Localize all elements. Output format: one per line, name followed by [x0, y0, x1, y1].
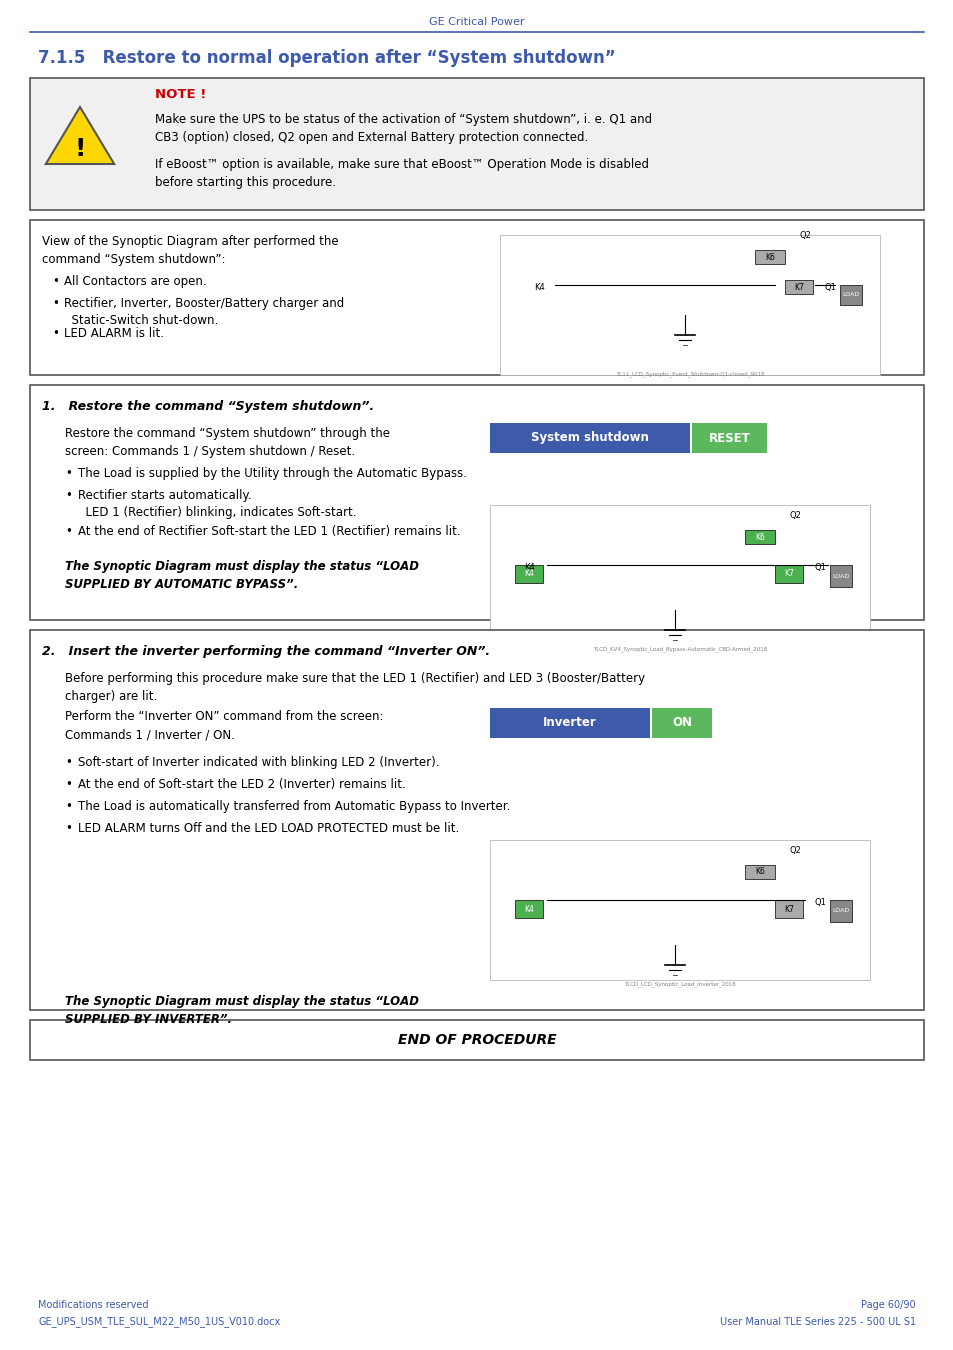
Text: K7: K7	[793, 282, 803, 292]
Text: Soft-start of Inverter indicated with blinking LED 2 (Inverter).: Soft-start of Inverter indicated with bl…	[78, 756, 439, 770]
Text: 2.   Insert the inverter performing the command “Inverter ON”.: 2. Insert the inverter performing the co…	[42, 645, 490, 657]
Text: The Synoptic Diagram must display the status “LOAD
SUPPLIED BY AUTOMATIC BYPASS”: The Synoptic Diagram must display the st…	[65, 560, 418, 591]
Text: •: •	[65, 801, 71, 813]
Text: LED ALARM turns Off and the LED LOAD PROTECTED must be lit.: LED ALARM turns Off and the LED LOAD PRO…	[78, 822, 458, 836]
Text: Restore the command “System shutdown” through the
screen: Commands 1 / System sh: Restore the command “System shutdown” th…	[65, 427, 390, 458]
Text: NOTE !: NOTE !	[154, 88, 206, 100]
Text: K4: K4	[523, 570, 534, 579]
FancyBboxPatch shape	[840, 285, 862, 305]
Text: •: •	[65, 778, 71, 791]
FancyBboxPatch shape	[30, 220, 923, 375]
Text: 1.   Restore the command “System shutdown”.: 1. Restore the command “System shutdown”…	[42, 400, 374, 413]
Text: K6: K6	[754, 868, 764, 876]
Text: User Manual TLE Series 225 - 500 UL S1: User Manual TLE Series 225 - 500 UL S1	[720, 1318, 915, 1327]
Text: All Contactors are open.: All Contactors are open.	[64, 275, 207, 288]
Text: The Synoptic Diagram must display the status “LOAD
SUPPLIED BY INVERTER”.: The Synoptic Diagram must display the st…	[65, 995, 418, 1026]
Text: 7.1.5   Restore to normal operation after “System shutdown”: 7.1.5 Restore to normal operation after …	[38, 49, 615, 68]
FancyBboxPatch shape	[754, 250, 784, 265]
Text: Perform the “Inverter ON” command from the screen:
Commands 1 / Inverter / ON.: Perform the “Inverter ON” command from t…	[65, 710, 383, 741]
Text: System shutdown: System shutdown	[531, 432, 648, 444]
FancyBboxPatch shape	[490, 423, 689, 454]
Text: •: •	[65, 489, 71, 502]
FancyBboxPatch shape	[774, 566, 802, 583]
Text: Q1: Q1	[823, 284, 835, 292]
Text: K7: K7	[783, 904, 793, 914]
Text: GE Critical Power: GE Critical Power	[429, 18, 524, 27]
FancyBboxPatch shape	[515, 566, 542, 583]
Text: •: •	[52, 297, 59, 310]
Text: K7: K7	[783, 570, 793, 579]
Text: Inverter: Inverter	[542, 717, 597, 729]
Text: The Load is automatically transferred from Automatic Bypass to Inverter.: The Load is automatically transferred fr…	[78, 801, 510, 813]
Text: Make sure the UPS to be status of the activation of “System shutdown”, i. e. Q1 : Make sure the UPS to be status of the ac…	[154, 113, 652, 144]
Text: The Load is supplied by the Utility through the Automatic Bypass.: The Load is supplied by the Utility thro…	[78, 467, 467, 481]
Text: Before performing this procedure make sure that the LED 1 (Rectifier) and LED 3 : Before performing this procedure make su…	[65, 672, 644, 703]
Text: Page 60/90: Page 60/90	[861, 1300, 915, 1310]
Text: Rectifier starts automatically.
  LED 1 (Rectifier) blinking, indicates Soft-sta: Rectifier starts automatically. LED 1 (R…	[78, 489, 356, 518]
Text: K4: K4	[524, 563, 535, 572]
Text: LOAD: LOAD	[832, 574, 849, 579]
Polygon shape	[46, 107, 114, 163]
Text: RESET: RESET	[708, 432, 750, 444]
Text: Q2: Q2	[788, 512, 801, 520]
Text: K4: K4	[523, 904, 534, 914]
Text: Q2: Q2	[799, 231, 810, 240]
FancyBboxPatch shape	[829, 900, 851, 922]
Text: Q1: Q1	[813, 898, 825, 907]
FancyBboxPatch shape	[499, 235, 879, 375]
Text: Rectifier, Inverter, Booster/Battery charger and
  Static-Switch shut-down.: Rectifier, Inverter, Booster/Battery cha…	[64, 297, 344, 327]
FancyBboxPatch shape	[490, 505, 869, 645]
FancyBboxPatch shape	[651, 707, 711, 738]
FancyBboxPatch shape	[784, 279, 812, 294]
Text: TLCD_KV4_Synoptic_Load_Bypass-Automatic_CBD-Armed_2018: TLCD_KV4_Synoptic_Load_Bypass-Automatic_…	[593, 647, 766, 652]
Text: •: •	[65, 525, 71, 539]
FancyBboxPatch shape	[515, 900, 542, 918]
FancyBboxPatch shape	[744, 865, 774, 879]
Text: LED ALARM is lit.: LED ALARM is lit.	[64, 327, 164, 340]
Text: K4: K4	[534, 284, 545, 292]
FancyBboxPatch shape	[744, 531, 774, 544]
FancyBboxPatch shape	[30, 630, 923, 1010]
Text: !: !	[74, 136, 86, 161]
Text: LOAD: LOAD	[841, 293, 859, 297]
Text: Modifications reserved: Modifications reserved	[38, 1300, 149, 1310]
FancyBboxPatch shape	[30, 1021, 923, 1060]
Text: ON: ON	[671, 717, 691, 729]
FancyBboxPatch shape	[691, 423, 766, 454]
FancyBboxPatch shape	[30, 78, 923, 211]
FancyBboxPatch shape	[30, 385, 923, 620]
Text: At the end of Soft-start the LED 2 (Inverter) remains lit.: At the end of Soft-start the LED 2 (Inve…	[78, 778, 405, 791]
Text: At the end of Rectifier Soft-start the LED 1 (Rectifier) remains lit.: At the end of Rectifier Soft-start the L…	[78, 525, 460, 539]
Text: •: •	[52, 327, 59, 340]
Text: GE_UPS_USM_TLE_SUL_M22_M50_1US_V010.docx: GE_UPS_USM_TLE_SUL_M22_M50_1US_V010.docx	[38, 1316, 280, 1327]
FancyBboxPatch shape	[829, 566, 851, 587]
Text: Q2: Q2	[788, 846, 801, 855]
Text: END OF PROCEDURE: END OF PROCEDURE	[397, 1033, 556, 1048]
Text: TLCD_LCD_Synoptic_Load_Inverter_2018: TLCD_LCD_Synoptic_Load_Inverter_2018	[623, 981, 735, 987]
FancyBboxPatch shape	[490, 707, 649, 738]
Text: TL11_LCD_Synoptic_Event_Shutdown-Q1-closed_9018: TL11_LCD_Synoptic_Event_Shutdown-Q1-clos…	[615, 371, 763, 377]
FancyBboxPatch shape	[490, 840, 869, 980]
FancyBboxPatch shape	[774, 900, 802, 918]
Text: K6: K6	[754, 532, 764, 541]
Text: If eBoost™ option is available, make sure that eBoost™ Operation Mode is disable: If eBoost™ option is available, make sur…	[154, 158, 648, 189]
Text: LOAD: LOAD	[832, 909, 849, 914]
Text: •: •	[52, 275, 59, 288]
Text: K6: K6	[764, 252, 774, 262]
Text: •: •	[65, 756, 71, 770]
Text: •: •	[65, 467, 71, 481]
Text: •: •	[65, 822, 71, 836]
Text: Q1: Q1	[813, 563, 825, 572]
Text: View of the Synoptic Diagram after performed the
command “System shutdown”:: View of the Synoptic Diagram after perfo…	[42, 235, 338, 266]
